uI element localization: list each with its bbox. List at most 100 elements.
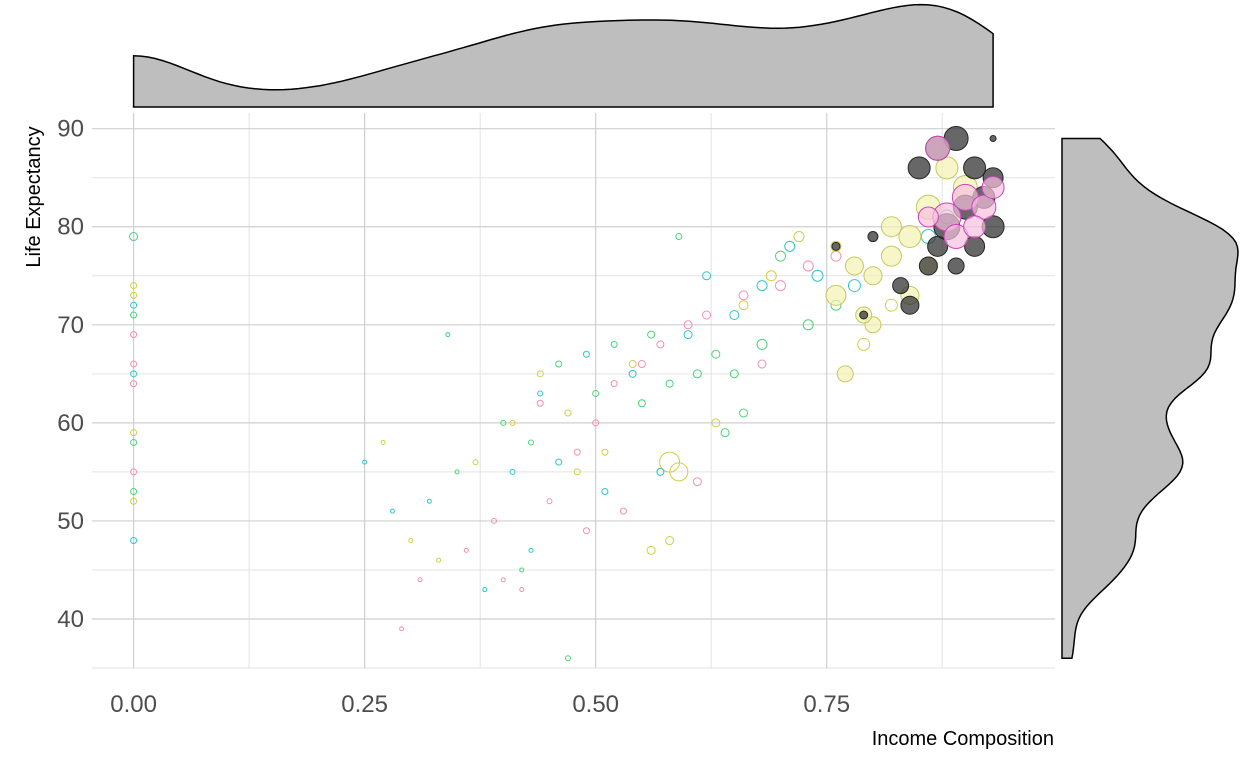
y-tick-label: 90 <box>57 116 84 143</box>
point <box>711 418 721 428</box>
point <box>592 419 600 427</box>
point <box>592 389 600 397</box>
point <box>811 269 824 282</box>
point <box>847 279 861 293</box>
point <box>981 176 1005 200</box>
point <box>130 311 138 319</box>
point <box>692 477 702 487</box>
point <box>692 369 702 379</box>
point <box>500 577 506 583</box>
point <box>509 419 516 426</box>
point <box>756 338 768 350</box>
point <box>555 458 563 466</box>
point <box>573 468 581 476</box>
point <box>683 330 693 340</box>
point <box>867 231 879 243</box>
point <box>130 537 138 545</box>
point <box>729 309 740 320</box>
point <box>130 487 138 495</box>
point <box>130 468 138 476</box>
point <box>963 215 987 239</box>
point <box>884 298 898 312</box>
point <box>130 291 138 299</box>
point <box>482 587 488 593</box>
point <box>802 319 814 331</box>
point <box>536 370 544 378</box>
point <box>646 545 656 555</box>
point <box>573 448 581 456</box>
point <box>711 349 721 359</box>
point <box>619 507 627 515</box>
point <box>675 233 683 241</box>
point <box>408 538 414 544</box>
point <box>130 438 138 446</box>
point <box>738 300 749 311</box>
point <box>601 448 609 456</box>
point <box>546 498 553 505</box>
point <box>830 250 842 262</box>
point <box>947 257 965 275</box>
point <box>454 469 460 475</box>
point <box>130 282 138 290</box>
point <box>130 429 138 437</box>
point <box>702 271 712 281</box>
series <box>129 232 842 662</box>
point <box>628 369 637 378</box>
point <box>775 280 787 292</box>
point <box>647 330 656 339</box>
point <box>925 135 951 161</box>
point <box>463 547 469 553</box>
point <box>859 310 869 320</box>
series <box>130 231 898 563</box>
y-tick-label: 70 <box>57 312 84 339</box>
point <box>784 240 796 252</box>
point <box>426 498 432 504</box>
point <box>702 310 712 320</box>
point <box>918 256 938 276</box>
y-axis-title: Life Expectancy <box>23 126 45 267</box>
point <box>765 270 777 282</box>
point <box>130 301 138 309</box>
point <box>656 467 665 476</box>
point <box>130 370 138 378</box>
point <box>825 284 847 306</box>
point <box>683 320 693 330</box>
x-tick-label: 0.25 <box>341 691 388 718</box>
point <box>528 547 534 553</box>
point <box>830 240 842 252</box>
point <box>362 459 368 465</box>
point <box>844 256 864 276</box>
point <box>582 350 590 358</box>
point <box>720 428 730 438</box>
points <box>129 125 1005 662</box>
point <box>445 332 451 338</box>
point <box>880 216 902 238</box>
point <box>775 250 787 262</box>
point <box>917 206 939 228</box>
point <box>536 399 544 407</box>
point <box>555 360 563 368</box>
point <box>509 468 516 475</box>
point <box>857 337 871 351</box>
point <box>943 224 969 250</box>
point <box>831 241 841 251</box>
point <box>637 360 646 369</box>
point <box>472 459 479 466</box>
point <box>880 245 902 267</box>
point <box>519 587 525 593</box>
point <box>757 359 767 369</box>
point <box>900 295 920 315</box>
point <box>756 280 768 292</box>
point <box>389 508 395 514</box>
point <box>907 156 931 180</box>
point <box>989 134 997 142</box>
x-tick-label: 0.50 <box>572 691 619 718</box>
point <box>500 419 507 426</box>
point <box>601 487 609 495</box>
point <box>892 277 910 295</box>
point <box>537 390 544 397</box>
series <box>917 135 1005 250</box>
point <box>898 225 922 249</box>
point <box>130 497 138 505</box>
